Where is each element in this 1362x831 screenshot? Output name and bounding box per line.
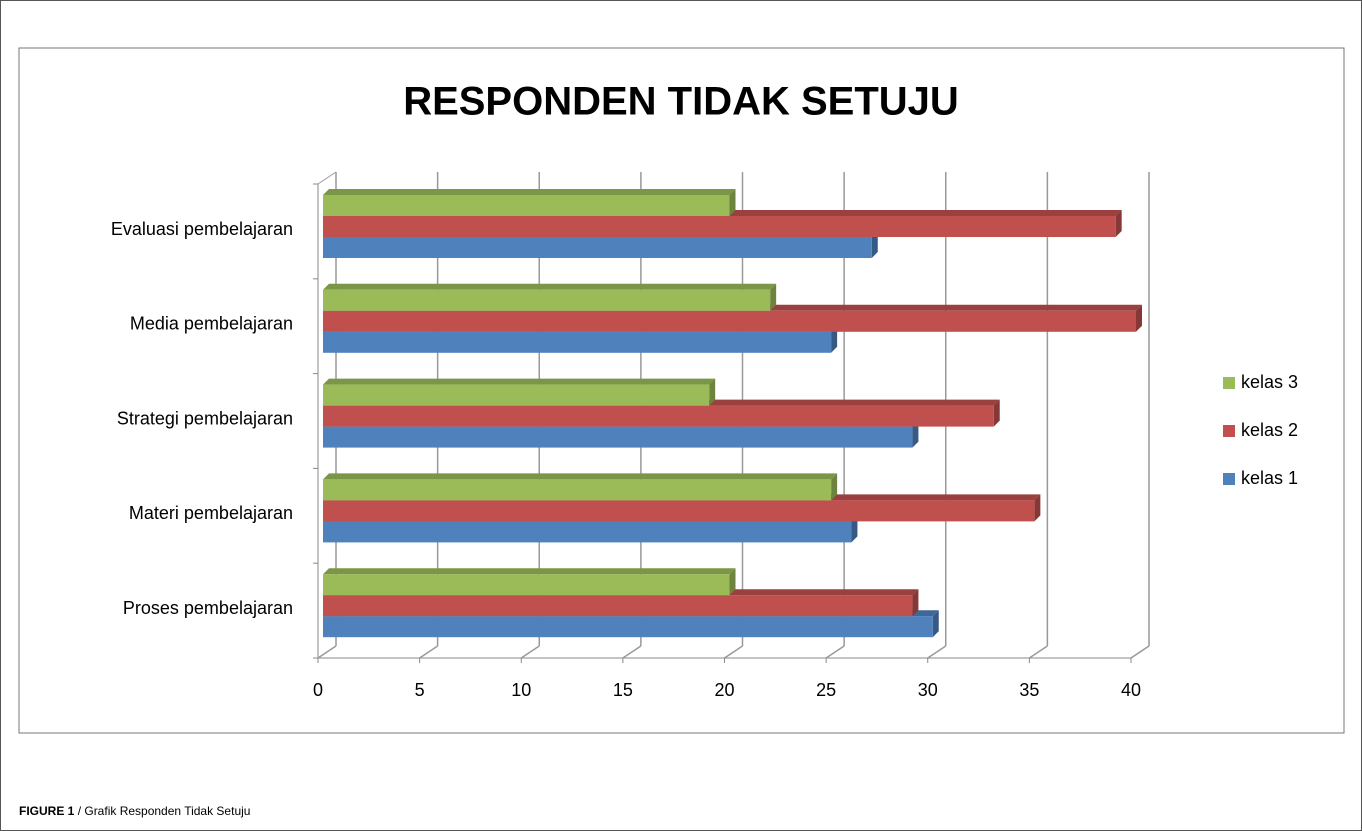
bar-side [709,378,716,406]
x-tick-label: 25 [816,680,836,700]
legend-label: kelas 2 [1241,420,1298,440]
bar [323,331,832,353]
bar-side [993,399,1000,427]
bar [323,616,933,638]
bar [323,479,832,501]
bar [323,289,771,311]
grid-line [927,645,947,659]
wall-edge [317,171,337,185]
bar [323,216,1116,237]
bar-side [1136,304,1142,332]
bar-top [323,568,736,575]
legend-label: kelas 1 [1241,468,1298,488]
bar-top [323,283,777,290]
grid-line [622,645,642,659]
bar-side [770,283,777,311]
x-tick-label: 40 [1121,680,1141,700]
caption-text: / Grafik Responden Tidak Setuju [77,804,251,818]
bar-side [1115,210,1122,237]
grid-line [419,645,439,659]
bar [323,384,710,406]
bar-side [851,515,858,543]
x-tick-label: 20 [714,680,734,700]
bar [323,195,730,216]
y-tick-label: Strategi pembelajaran [117,408,293,428]
x-tick-label: 15 [613,680,633,700]
grid-line [520,645,540,659]
caption: FIGURE 1 / Grafik Responden Tidak Setuju [19,804,250,818]
bar [323,521,852,543]
caption-label: FIGURE 1 [19,804,75,818]
bar-top [323,378,716,385]
bar [323,237,872,258]
bar-side [912,420,919,448]
grid-line [317,645,337,659]
bar-top [323,473,838,480]
x-tick-label: 5 [415,680,425,700]
y-tick-label: Evaluasi pembelajaran [111,219,293,239]
bar-side [729,568,736,596]
legend-label: kelas 3 [1241,372,1298,392]
x-tick-label: 10 [511,680,531,700]
bar-top [323,189,736,195]
bar [323,595,913,617]
bar-side [871,231,878,258]
y-tick-label: Proses pembelajaran [123,598,293,618]
grid-line [1130,645,1150,659]
x-tick-label: 30 [918,680,938,700]
bar-side [1034,494,1041,522]
bar [323,500,1035,522]
chart: RESPONDEN TIDAK SETUJU 0 5 10 15 20 25 30 35 40 P… [18,47,1345,734]
grid-line [724,645,743,659]
bar-side [831,473,838,501]
legend-swatch [1223,425,1235,437]
x-tick-label: 35 [1019,680,1039,700]
bar [323,574,730,596]
bar-side [729,189,736,216]
y-tick-label: Materi pembelajaran [129,503,293,523]
y-tick-label: Media pembelajaran [130,314,293,334]
bar [323,426,913,448]
grid-line [1028,645,1048,659]
bar [323,310,1136,332]
bar-side [831,325,838,353]
bar-side [912,589,919,617]
x-tick-label: 0 [313,680,323,700]
bar-side [932,610,939,638]
grid-line [825,645,845,659]
bar [323,405,994,427]
legend-swatch [1223,473,1235,485]
legend-swatch [1223,377,1235,389]
chart-title: RESPONDEN TIDAK SETUJU [403,80,959,124]
